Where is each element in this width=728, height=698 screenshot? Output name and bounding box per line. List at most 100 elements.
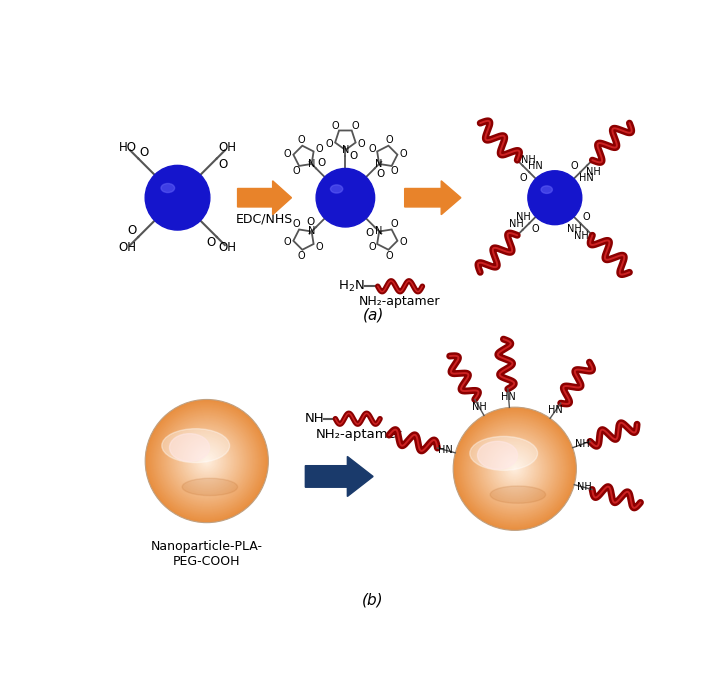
Circle shape: [170, 424, 244, 498]
Circle shape: [162, 417, 251, 505]
Ellipse shape: [182, 478, 237, 496]
Circle shape: [504, 457, 526, 480]
Circle shape: [512, 466, 518, 472]
Circle shape: [513, 467, 517, 471]
Text: O: O: [298, 251, 305, 260]
Circle shape: [505, 459, 525, 479]
Circle shape: [494, 448, 535, 489]
Text: NH: NH: [567, 224, 582, 235]
Circle shape: [175, 429, 239, 493]
Text: HN: HN: [579, 173, 594, 183]
Circle shape: [457, 411, 572, 526]
Text: O: O: [315, 144, 323, 154]
Circle shape: [481, 435, 549, 503]
Text: OH: OH: [218, 141, 237, 154]
Circle shape: [157, 412, 256, 510]
Circle shape: [157, 410, 257, 512]
Circle shape: [205, 459, 209, 463]
Text: O: O: [365, 228, 373, 237]
Circle shape: [167, 421, 247, 501]
Circle shape: [199, 453, 215, 469]
Circle shape: [495, 450, 534, 489]
Circle shape: [528, 171, 582, 225]
Circle shape: [484, 438, 545, 500]
Circle shape: [201, 455, 213, 467]
Circle shape: [455, 409, 574, 528]
Circle shape: [174, 428, 240, 494]
Text: O: O: [531, 224, 539, 235]
Text: O: O: [582, 212, 590, 223]
Circle shape: [492, 446, 537, 491]
Circle shape: [197, 451, 217, 471]
Circle shape: [497, 452, 532, 487]
Circle shape: [147, 401, 266, 521]
Text: O: O: [298, 135, 305, 145]
Text: O: O: [357, 140, 365, 149]
Circle shape: [502, 455, 528, 482]
Text: N: N: [341, 145, 349, 155]
Text: NH: NH: [516, 212, 531, 223]
Text: O: O: [293, 219, 300, 229]
Text: O: O: [386, 251, 393, 260]
Text: O: O: [293, 166, 300, 176]
Circle shape: [154, 409, 259, 514]
Text: NH: NH: [472, 402, 486, 412]
Circle shape: [146, 401, 267, 521]
Ellipse shape: [478, 441, 518, 469]
Circle shape: [176, 430, 237, 492]
Circle shape: [179, 433, 234, 489]
Text: NH: NH: [510, 219, 524, 229]
Circle shape: [184, 438, 229, 484]
Circle shape: [166, 420, 248, 502]
Circle shape: [485, 439, 545, 498]
Polygon shape: [305, 456, 373, 496]
Circle shape: [454, 407, 577, 530]
Circle shape: [489, 443, 540, 494]
Text: O: O: [390, 219, 398, 229]
Circle shape: [177, 431, 237, 491]
Text: OH: OH: [218, 242, 237, 254]
Circle shape: [486, 440, 544, 498]
Circle shape: [199, 454, 214, 468]
Text: OH: OH: [119, 242, 136, 254]
Text: O: O: [306, 216, 314, 227]
Circle shape: [456, 410, 574, 527]
Text: NH: NH: [305, 413, 325, 425]
Text: O: O: [315, 242, 323, 252]
Ellipse shape: [161, 184, 175, 193]
Circle shape: [478, 432, 552, 506]
Circle shape: [185, 440, 229, 482]
Text: (a): (a): [363, 307, 384, 322]
Ellipse shape: [490, 486, 545, 503]
Text: O: O: [127, 225, 137, 237]
Circle shape: [173, 427, 241, 495]
Text: N: N: [308, 226, 315, 237]
Text: NH₂-aptamer: NH₂-aptamer: [358, 295, 440, 309]
Text: O: O: [352, 121, 359, 131]
Circle shape: [499, 452, 531, 485]
Circle shape: [462, 415, 568, 522]
Circle shape: [475, 429, 555, 509]
Circle shape: [178, 432, 236, 490]
Text: N: N: [308, 159, 315, 169]
Circle shape: [186, 440, 227, 482]
Circle shape: [460, 415, 569, 524]
Text: HN: HN: [548, 405, 563, 415]
Circle shape: [454, 408, 575, 529]
Text: O: O: [390, 166, 398, 176]
Text: O: O: [368, 242, 376, 252]
Circle shape: [502, 456, 527, 481]
Text: HN: HN: [501, 392, 516, 403]
Circle shape: [167, 422, 246, 500]
Text: Nanoparticle-PLA-
PEG-COOH: Nanoparticle-PLA- PEG-COOH: [151, 540, 263, 567]
Circle shape: [487, 441, 542, 496]
Text: O: O: [400, 237, 407, 246]
Circle shape: [459, 413, 571, 525]
Circle shape: [500, 454, 529, 483]
Circle shape: [162, 416, 252, 506]
Circle shape: [152, 407, 261, 516]
Circle shape: [194, 449, 219, 473]
Circle shape: [494, 447, 537, 490]
Circle shape: [154, 408, 260, 514]
Circle shape: [150, 405, 264, 517]
